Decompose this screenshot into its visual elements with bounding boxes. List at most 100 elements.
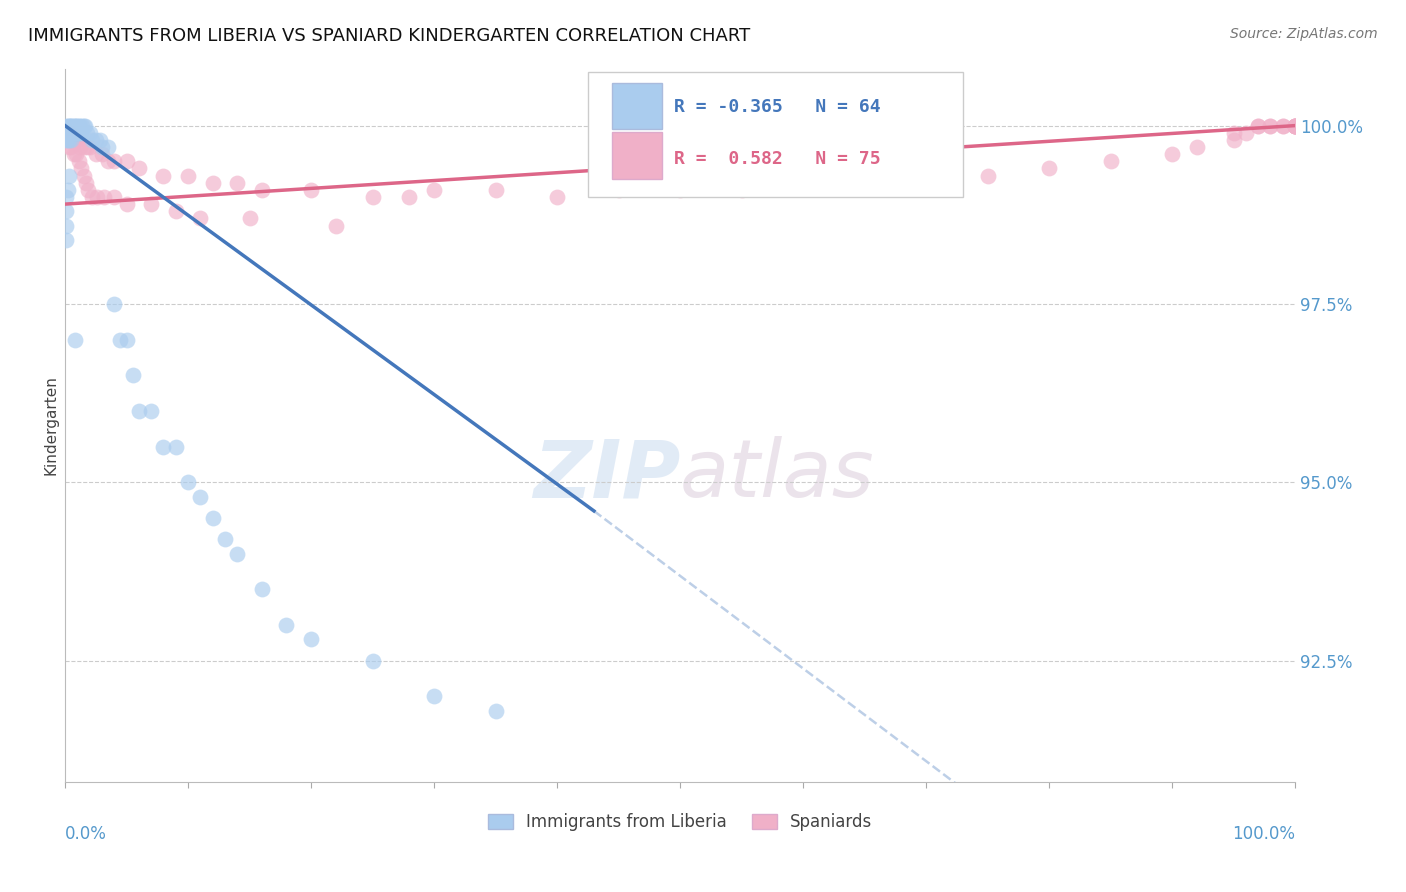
Point bbox=[1284, 119, 1306, 133]
Point bbox=[361, 654, 384, 668]
Point bbox=[1222, 133, 1244, 147]
Point bbox=[1260, 119, 1282, 133]
Point bbox=[60, 119, 83, 133]
Point bbox=[76, 140, 98, 154]
Point bbox=[1260, 119, 1282, 133]
Point bbox=[165, 204, 187, 219]
Bar bbox=[613, 83, 662, 129]
Point bbox=[60, 140, 83, 154]
Point bbox=[141, 404, 163, 418]
Point bbox=[62, 147, 84, 161]
Point bbox=[84, 133, 107, 147]
Point bbox=[69, 119, 91, 133]
Point bbox=[730, 183, 752, 197]
Point bbox=[79, 140, 101, 154]
Point bbox=[76, 126, 98, 140]
Point bbox=[66, 119, 89, 133]
Point bbox=[65, 147, 87, 161]
Point bbox=[62, 119, 84, 133]
Point bbox=[201, 511, 224, 525]
Point bbox=[60, 126, 83, 140]
Point bbox=[66, 126, 89, 140]
Point bbox=[1284, 119, 1306, 133]
Point bbox=[115, 197, 138, 211]
Point bbox=[67, 154, 90, 169]
Point bbox=[65, 126, 87, 140]
Point bbox=[1222, 126, 1244, 140]
Point bbox=[56, 183, 79, 197]
Point bbox=[398, 190, 420, 204]
Point bbox=[792, 176, 814, 190]
Point bbox=[60, 133, 83, 147]
Point bbox=[67, 119, 90, 133]
Point bbox=[152, 169, 174, 183]
Point bbox=[63, 133, 86, 147]
Point bbox=[115, 333, 138, 347]
Point bbox=[55, 119, 77, 133]
Point bbox=[226, 547, 249, 561]
Text: ZIP: ZIP bbox=[533, 436, 681, 515]
Point bbox=[63, 126, 86, 140]
Point bbox=[177, 475, 200, 490]
Point bbox=[55, 204, 77, 219]
Point bbox=[79, 126, 101, 140]
Point bbox=[59, 119, 82, 133]
Point bbox=[1284, 119, 1306, 133]
Point bbox=[128, 161, 150, 176]
Point bbox=[70, 161, 93, 176]
Point bbox=[86, 190, 108, 204]
Point bbox=[110, 333, 132, 347]
Point bbox=[103, 154, 125, 169]
Point bbox=[250, 582, 273, 597]
Point bbox=[484, 183, 506, 197]
Point bbox=[915, 169, 938, 183]
Point bbox=[546, 190, 568, 204]
Point bbox=[62, 126, 84, 140]
Point bbox=[72, 140, 94, 154]
Point bbox=[91, 147, 114, 161]
Point bbox=[58, 126, 80, 140]
Point bbox=[73, 119, 96, 133]
Text: R =  0.582   N = 75: R = 0.582 N = 75 bbox=[673, 150, 880, 168]
Point bbox=[607, 183, 630, 197]
Point bbox=[55, 126, 77, 140]
Point bbox=[121, 368, 143, 383]
Point bbox=[276, 618, 298, 632]
Point bbox=[1284, 119, 1306, 133]
Point bbox=[59, 126, 82, 140]
Legend: Immigrants from Liberia, Spaniards: Immigrants from Liberia, Spaniards bbox=[481, 806, 879, 838]
Y-axis label: Kindergarten: Kindergarten bbox=[44, 376, 58, 475]
Point bbox=[115, 154, 138, 169]
FancyBboxPatch shape bbox=[588, 72, 963, 197]
Point bbox=[55, 133, 77, 147]
Point bbox=[62, 126, 84, 140]
Point bbox=[190, 211, 212, 226]
Point bbox=[361, 190, 384, 204]
Point bbox=[82, 133, 104, 147]
Point bbox=[55, 190, 77, 204]
Point bbox=[1247, 119, 1270, 133]
Point bbox=[190, 490, 212, 504]
Point bbox=[62, 119, 84, 133]
Point bbox=[238, 211, 260, 226]
Point bbox=[299, 183, 322, 197]
Point bbox=[65, 119, 87, 133]
Point bbox=[141, 197, 163, 211]
Point bbox=[69, 140, 91, 154]
Text: 0.0%: 0.0% bbox=[65, 825, 107, 843]
Point bbox=[58, 169, 80, 183]
Point bbox=[976, 169, 998, 183]
Point bbox=[226, 176, 249, 190]
Point bbox=[82, 190, 104, 204]
Point bbox=[58, 119, 80, 133]
Point bbox=[1271, 119, 1294, 133]
Text: Source: ZipAtlas.com: Source: ZipAtlas.com bbox=[1230, 27, 1378, 41]
Point bbox=[1247, 119, 1270, 133]
Point bbox=[1271, 119, 1294, 133]
Point bbox=[1284, 119, 1306, 133]
Point bbox=[56, 119, 79, 133]
Point bbox=[62, 133, 84, 147]
Point bbox=[55, 219, 77, 233]
Text: IMMIGRANTS FROM LIBERIA VS SPANIARD KINDERGARTEN CORRELATION CHART: IMMIGRANTS FROM LIBERIA VS SPANIARD KIND… bbox=[28, 27, 751, 45]
Point bbox=[72, 119, 94, 133]
